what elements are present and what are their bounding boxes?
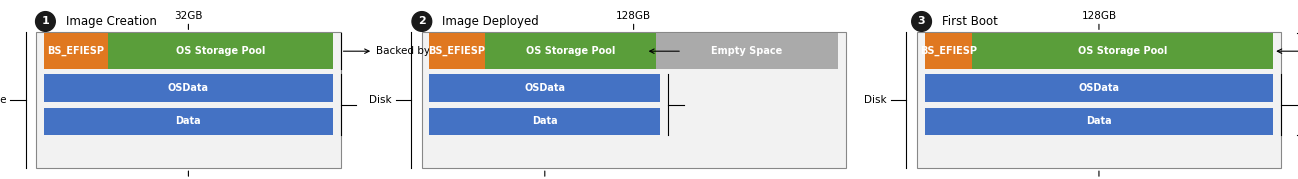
Text: Data: Data [532,117,558,126]
Bar [924,33,972,69]
Text: 32GB: 32GB [174,11,202,21]
Ellipse shape [411,12,432,31]
Bar [422,32,845,168]
Text: OS Storage Pool: OS Storage Pool [1077,46,1167,56]
Text: 128GB: 128GB [617,11,652,21]
Bar [924,108,1273,135]
Bar [916,32,1281,168]
Bar [430,74,661,102]
Text: Backed by: Backed by [375,46,430,56]
Text: Image Deployed: Image Deployed [443,15,539,28]
Text: Data: Data [1086,117,1112,126]
Bar [430,108,661,135]
Text: OSData: OSData [524,83,566,93]
Bar [655,33,837,69]
Text: BS_EFIESP: BS_EFIESP [47,46,104,56]
Text: BS_EFIESP: BS_EFIESP [428,46,485,56]
Bar [924,74,1273,102]
Bar [36,32,340,168]
Text: 2: 2 [418,16,426,26]
Text: Disk: Disk [369,95,392,105]
Text: OS Storage Pool: OS Storage Pool [175,46,265,56]
Text: OSData: OSData [167,83,209,93]
Text: First Boot: First Boot [942,15,998,28]
Text: Empty Space: Empty Space [711,46,783,56]
Text: Image: Image [0,95,6,105]
Text: 128GB: 128GB [1081,11,1116,21]
Text: OSData: OSData [1079,83,1119,93]
Text: Image Creation: Image Creation [66,15,157,28]
Text: Data: Data [175,117,201,126]
Ellipse shape [911,12,932,31]
Bar [484,33,655,69]
Text: Disk: Disk [864,95,887,105]
Bar [972,33,1273,69]
Text: OS Storage Pool: OS Storage Pool [526,46,615,56]
Bar [108,33,332,69]
Bar [44,108,332,135]
Ellipse shape [35,12,56,31]
Text: 3: 3 [918,16,925,26]
Bar [44,33,108,69]
Bar [430,33,484,69]
Text: BS_EFIESP: BS_EFIESP [920,46,976,56]
Bar [44,74,332,102]
Text: 1: 1 [42,16,49,26]
